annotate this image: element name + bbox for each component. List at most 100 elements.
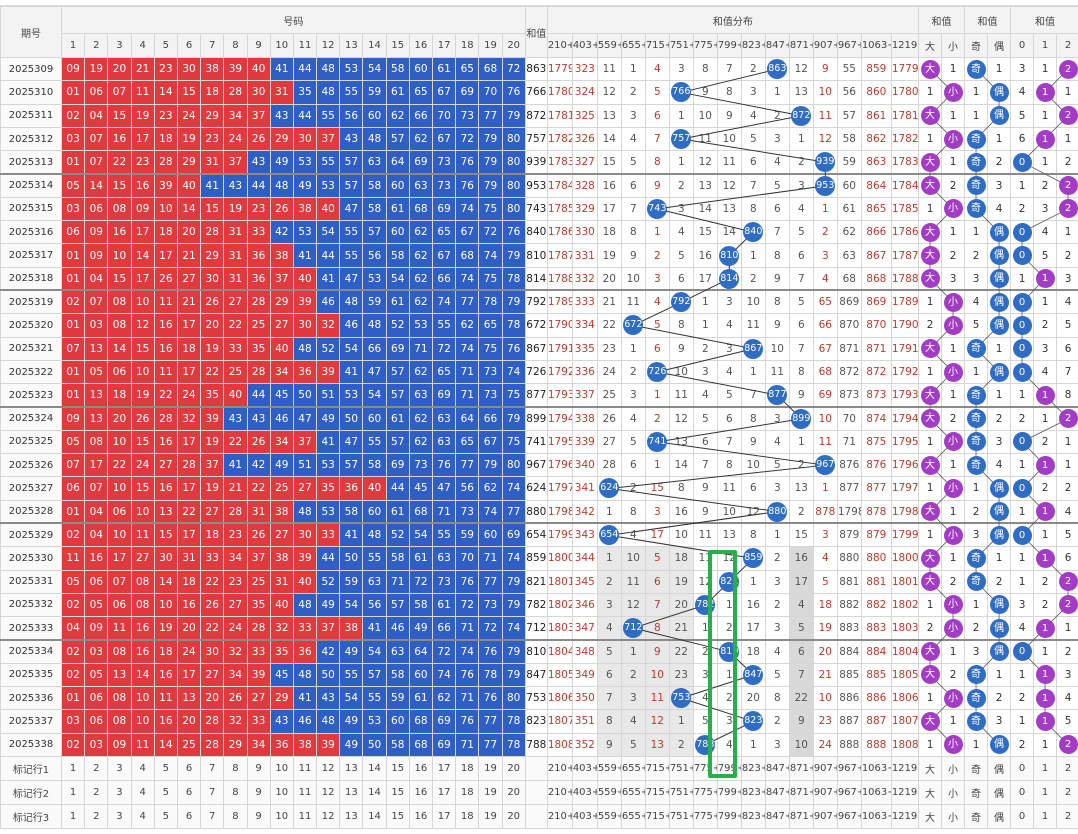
table-row: 2025310 01 06 07 11 14 15 18 28 30 31 35 48 55 59 61 65 6… bbox=[0, 80, 1078, 105]
number-cell: 23 bbox=[223, 522, 248, 548]
extra-cell: 1794 bbox=[890, 405, 920, 431]
dist-cell: 21 bbox=[596, 289, 622, 315]
parity-marker: 奇 bbox=[966, 339, 986, 359]
table-row: 2025309 09 19 20 21 23 30 38 39 40 41 44 48 53 54 58 60 6… bbox=[0, 56, 1078, 82]
extra-cell: 885 bbox=[860, 662, 892, 688]
dist-cell: 6 bbox=[740, 476, 766, 501]
mod3-cell: 4 bbox=[1033, 359, 1058, 385]
footer-mod3: 0 bbox=[1010, 803, 1035, 829]
number-cell: 43 bbox=[223, 405, 248, 431]
number-cell: 60 bbox=[362, 405, 387, 431]
extra-cell: 888 bbox=[860, 732, 892, 757]
dist-cell: 4 bbox=[620, 126, 646, 152]
size-marker: 小 bbox=[943, 595, 963, 615]
table-row: 2025312 03 07 16 17 18 19 23 24 26 29 30 37 43 48 57 62 6… bbox=[0, 126, 1078, 152]
extra-cell: 1779 bbox=[890, 56, 920, 82]
number-cell: 70 bbox=[455, 546, 480, 571]
sum-marker: 753 bbox=[671, 688, 692, 709]
size-cell: 大 bbox=[918, 709, 943, 734]
number-cell: 06 bbox=[60, 476, 86, 501]
number-cell: 65 bbox=[431, 220, 457, 245]
number-cell: 54 bbox=[339, 686, 364, 711]
dist-cell: 884 bbox=[836, 638, 862, 664]
number-cell: 34 bbox=[269, 429, 294, 455]
number-cell: 60 bbox=[362, 103, 387, 128]
dist-cell: 3 bbox=[812, 243, 838, 268]
mod3-cell: 0 bbox=[1010, 336, 1035, 361]
number-cell: 41 bbox=[339, 359, 364, 385]
omission-cell: 1802 bbox=[546, 592, 573, 618]
size-cell: 1 bbox=[918, 126, 943, 152]
dist-cell: 6 bbox=[668, 266, 694, 291]
mod3-cell: 0 bbox=[1010, 220, 1035, 245]
number-cell: 55 bbox=[362, 429, 387, 455]
number-cell: 13 bbox=[107, 662, 132, 688]
dist-cell: 12 bbox=[668, 405, 694, 431]
dist-cell: 8 bbox=[644, 150, 670, 175]
number-cell: 61 bbox=[385, 289, 410, 315]
size-marker: 大 bbox=[920, 409, 940, 429]
number-cell: 11 bbox=[153, 686, 178, 711]
table-row: 2025326 07 17 22 24 27 28 37 41 42 49 51 53 57 58 69 73 7… bbox=[0, 453, 1078, 478]
number-cell: 68 bbox=[408, 196, 434, 222]
size-cell: 小 bbox=[941, 522, 966, 548]
number-cell: 48 bbox=[362, 522, 387, 548]
dist-cell: 847 bbox=[740, 662, 766, 688]
footer-number: 13 bbox=[339, 755, 364, 781]
dist-col-header: 559+ bbox=[596, 33, 622, 58]
number-cell: 76 bbox=[455, 569, 480, 594]
size-cell: 小 bbox=[941, 196, 966, 222]
number-cell: 31 bbox=[223, 266, 248, 291]
number-cell: 10 bbox=[107, 429, 132, 455]
footer-number: 1 bbox=[60, 779, 86, 805]
dist-cell: 712 bbox=[620, 616, 646, 641]
dist-cell: 71 bbox=[836, 429, 862, 455]
footer-dist: 871+ bbox=[788, 803, 814, 829]
size-cell: 1 bbox=[918, 732, 943, 757]
number-cell: 39 bbox=[292, 289, 318, 315]
sum-marker: 840 bbox=[743, 222, 764, 243]
extra-cell: 1797 bbox=[890, 476, 920, 501]
sum-cell: 823 bbox=[524, 709, 548, 734]
number-cell: 78 bbox=[501, 732, 526, 757]
dist-cell: 18 bbox=[668, 546, 694, 571]
omission-cell: 1788 bbox=[546, 266, 573, 291]
number-cell: 74 bbox=[455, 336, 480, 361]
number-cell: 37 bbox=[316, 616, 341, 641]
size-cell: 1 bbox=[918, 359, 943, 385]
dist-col-header: 403+ bbox=[571, 33, 598, 58]
mod3-cell: 1 bbox=[1033, 150, 1058, 175]
mod3-marker: 2 bbox=[1058, 735, 1078, 755]
dist-cell: 9 bbox=[620, 243, 646, 268]
mod3-cell: 1 bbox=[1033, 546, 1058, 571]
size-cell: 1 bbox=[941, 709, 966, 734]
footer-size: 小 bbox=[941, 755, 966, 781]
number-cell: 23 bbox=[200, 126, 225, 152]
number-cell: 28 bbox=[223, 499, 248, 524]
number-cell: 72 bbox=[478, 220, 503, 245]
number-col-header: 6 bbox=[176, 33, 202, 58]
number-cell: 79 bbox=[501, 243, 526, 268]
footer-number: 17 bbox=[431, 755, 457, 781]
omission-cell: 351 bbox=[571, 709, 598, 734]
number-cell: 60 bbox=[408, 662, 434, 688]
sum-cell: 654 bbox=[524, 522, 548, 548]
dist-cell: 16 bbox=[788, 546, 814, 571]
omission-cell: 1789 bbox=[546, 289, 573, 315]
dist-cell: 16 bbox=[668, 499, 694, 524]
sum-cell: 753 bbox=[524, 686, 548, 711]
number-cell: 76 bbox=[478, 686, 503, 711]
number-cell: 54 bbox=[385, 266, 410, 291]
dist-cell: 1 bbox=[740, 243, 766, 268]
number-cell: 62 bbox=[408, 266, 434, 291]
footer-number: 9 bbox=[246, 803, 271, 829]
dist-cell: 20 bbox=[668, 592, 694, 618]
number-cell: 22 bbox=[176, 499, 202, 524]
table-row: 2025320 01 03 08 12 16 17 20 22 25 27 30 32 46 48 52 53 5… bbox=[0, 313, 1078, 338]
mod3-cell: 2 bbox=[1033, 569, 1058, 594]
number-cell: 04 bbox=[84, 266, 109, 291]
dist-cell: 872 bbox=[836, 359, 862, 385]
number-col-header: 2 bbox=[84, 33, 109, 58]
dist-col-header: 847+ bbox=[764, 33, 790, 58]
dist-cell: 5 bbox=[788, 616, 814, 641]
